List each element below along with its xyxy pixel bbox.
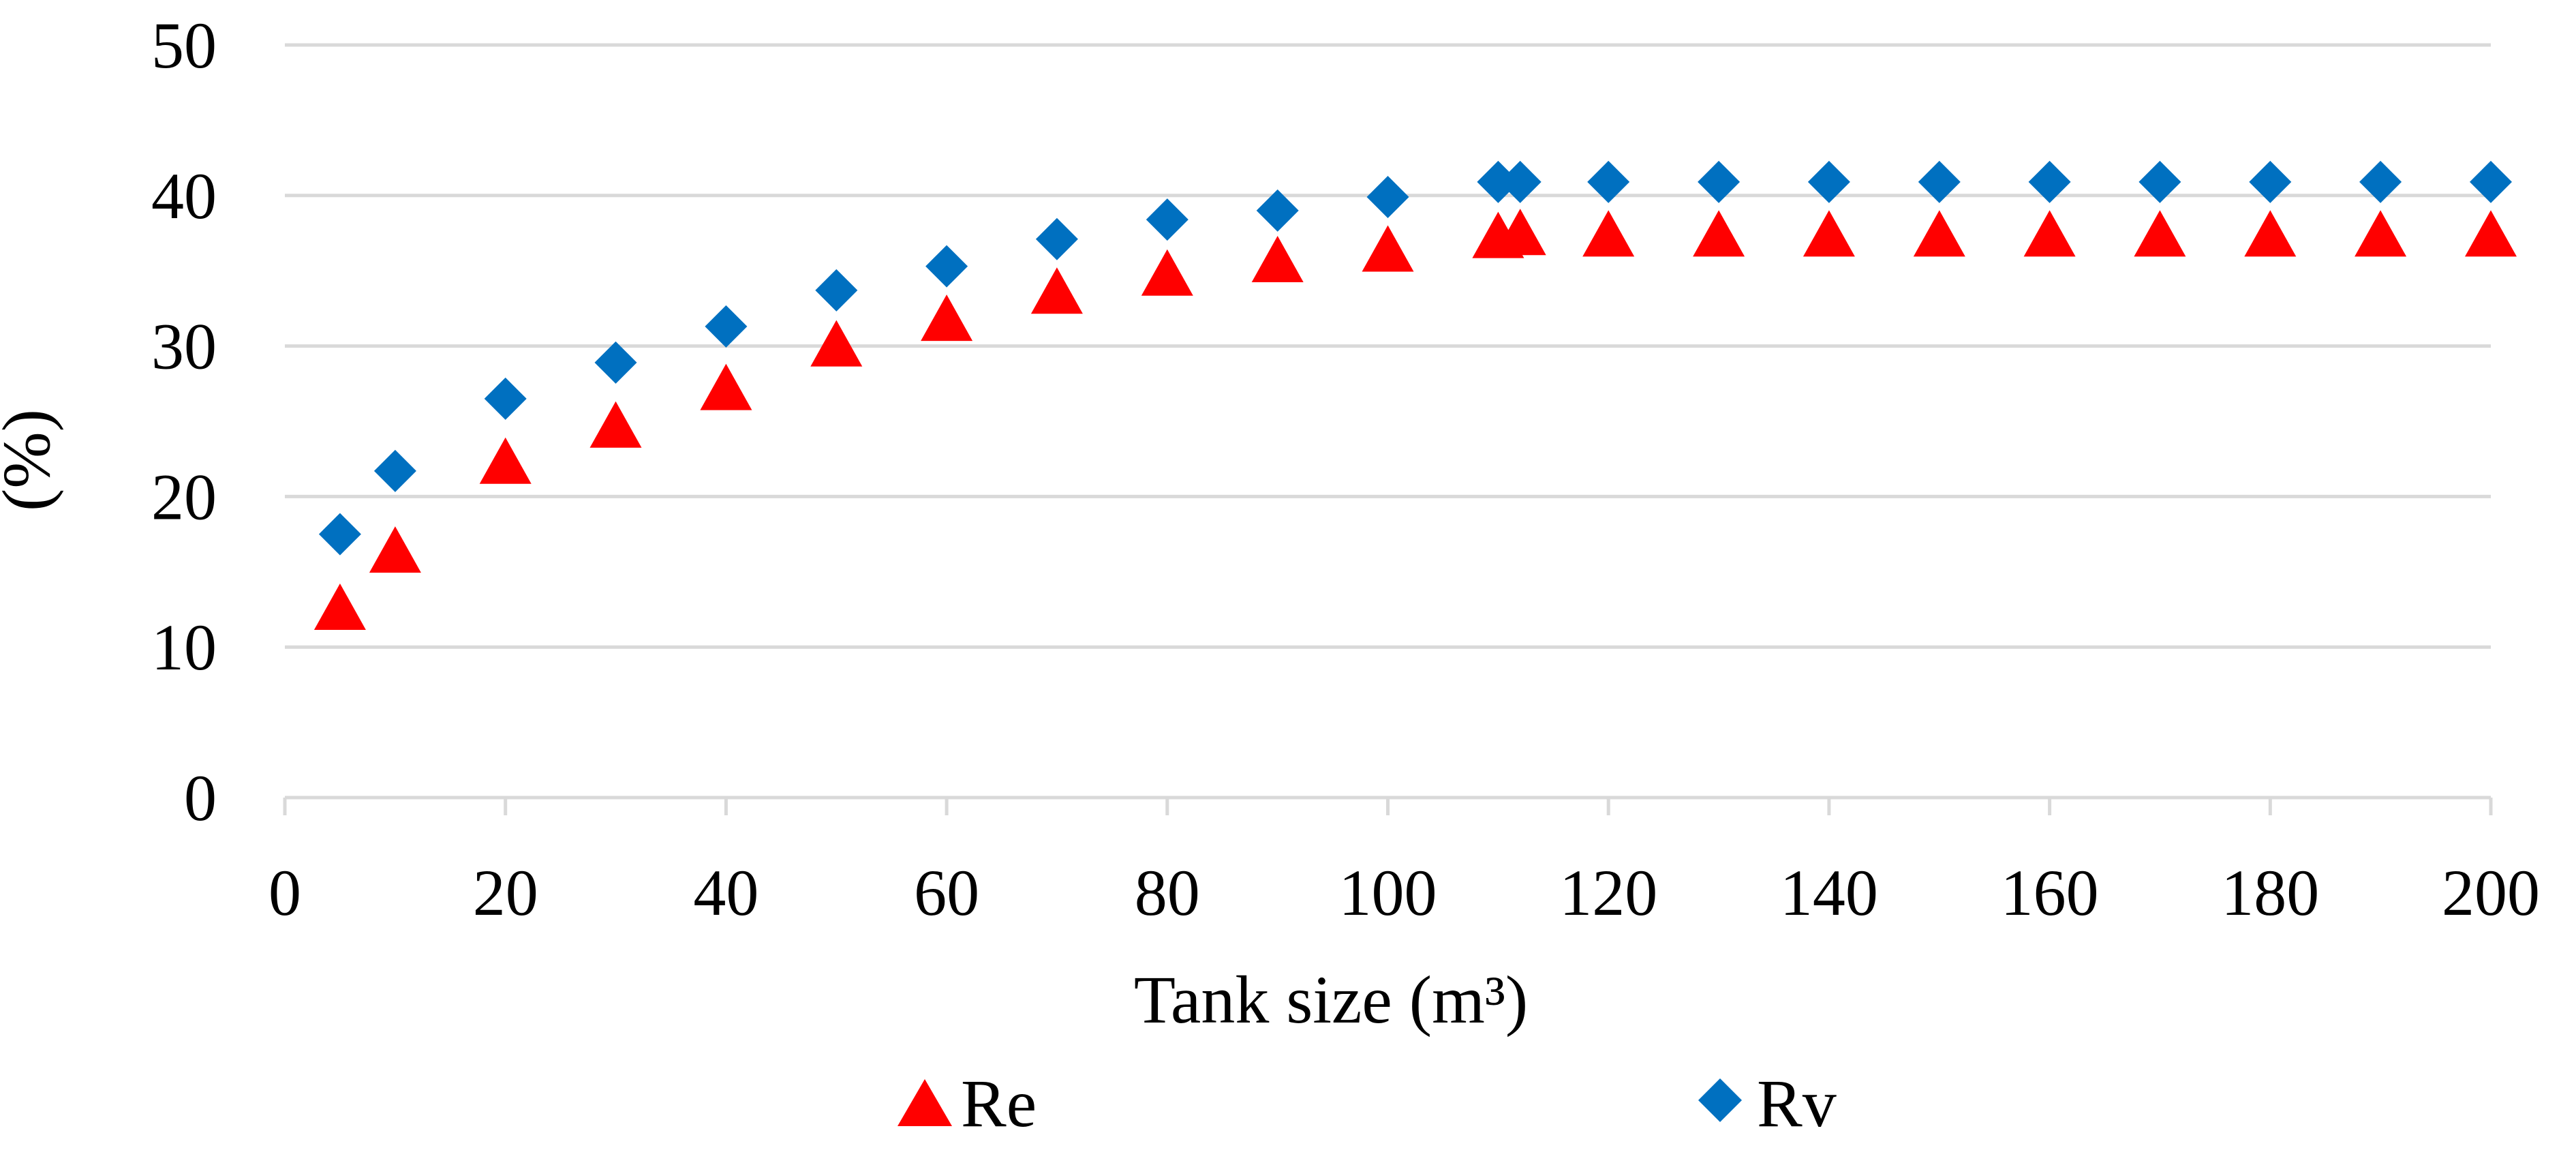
- x-tick-label: 100: [1339, 856, 1437, 929]
- data-point-re: [479, 437, 532, 484]
- data-point-re: [1693, 210, 1745, 257]
- data-point-re: [700, 363, 752, 410]
- x-tick-label: 20: [473, 856, 538, 929]
- legend-marker-rv: [1698, 1078, 1742, 1122]
- data-point-re: [1141, 249, 1193, 296]
- x-tick-label: 60: [914, 856, 979, 929]
- data-point-re: [313, 584, 366, 630]
- x-tick-label: 40: [693, 856, 758, 929]
- legend-label-rv: Rv: [1757, 1065, 1837, 1141]
- y-tick-label: 50: [151, 9, 217, 82]
- data-point-rv: [2028, 160, 2071, 203]
- data-point-re: [810, 320, 863, 367]
- gridlines: [285, 43, 2491, 649]
- legend-marker-re: [898, 1079, 952, 1126]
- data-point-rv: [594, 341, 637, 384]
- y-tick-labels: 0 10 20 30 40 50: [151, 9, 217, 834]
- data-point-rv: [1146, 198, 1189, 241]
- data-point-rv: [373, 449, 416, 492]
- x-tick-labels: 0 20 40 60 80 100 120 140 160 180 200: [269, 856, 2540, 929]
- x-tick-label: 160: [2001, 856, 2099, 929]
- data-point-re: [2355, 210, 2407, 257]
- y-tick-label: 30: [151, 310, 217, 383]
- data-point-re: [589, 401, 642, 448]
- y-axis-title: (%): [0, 409, 64, 511]
- series-re: [313, 209, 2517, 630]
- legend: Re Rv: [898, 1065, 1837, 1141]
- y-tick-label: 40: [151, 160, 217, 232]
- data-point-rv: [705, 305, 748, 348]
- data-point-rv: [1698, 160, 1741, 203]
- data-point-rv: [1035, 217, 1078, 260]
- data-point-re: [2244, 210, 2297, 257]
- data-point-re: [2134, 210, 2186, 257]
- data-point-rv: [2359, 160, 2402, 203]
- axes: [283, 796, 2493, 815]
- x-tick-label: 80: [1135, 856, 1200, 929]
- x-tick-label: 140: [1780, 856, 1878, 929]
- x-tick-label: 120: [1559, 856, 1657, 929]
- data-point-rv: [318, 513, 361, 556]
- x-tick-label: 200: [2442, 856, 2540, 929]
- y-tick-label: 0: [184, 761, 217, 834]
- data-point-re: [1803, 210, 1855, 257]
- data-point-rv: [484, 377, 527, 420]
- data-point-re: [1582, 210, 1635, 257]
- data-point-re: [2023, 210, 2076, 257]
- data-point-re: [369, 526, 421, 573]
- x-axis-title: Tank size (m³): [1134, 962, 1528, 1038]
- series-rv: [318, 160, 2512, 556]
- data-point-re: [1494, 209, 1546, 256]
- y-tick-label: 20: [151, 460, 217, 533]
- data-series: [313, 160, 2517, 630]
- legend-entry-re: Re: [898, 1065, 1037, 1141]
- data-point-rv: [925, 245, 968, 288]
- data-point-re: [2465, 210, 2517, 257]
- data-point-re: [1913, 210, 1965, 257]
- data-point-re: [1251, 236, 1304, 282]
- data-point-rv: [2470, 160, 2512, 203]
- data-point-re: [921, 294, 973, 342]
- legend-entry-rv: Rv: [1698, 1065, 1837, 1141]
- data-point-rv: [1918, 160, 1961, 203]
- data-point-rv: [1587, 160, 1630, 203]
- data-point-re: [1030, 267, 1083, 314]
- x-tick-label: 180: [2221, 856, 2319, 929]
- data-point-rv: [1807, 160, 1850, 203]
- data-point-re: [1362, 225, 1414, 272]
- data-point-rv: [1477, 160, 1520, 203]
- y-tick-label: 10: [151, 611, 217, 684]
- data-point-rv: [1256, 189, 1299, 232]
- data-point-rv: [1499, 160, 1542, 203]
- data-point-rv: [1366, 176, 1409, 218]
- data-point-rv: [2249, 160, 2292, 203]
- data-point-rv: [2138, 160, 2181, 203]
- legend-label-re: Re: [961, 1065, 1037, 1141]
- data-point-rv: [815, 269, 858, 312]
- x-tick-label: 0: [269, 856, 301, 929]
